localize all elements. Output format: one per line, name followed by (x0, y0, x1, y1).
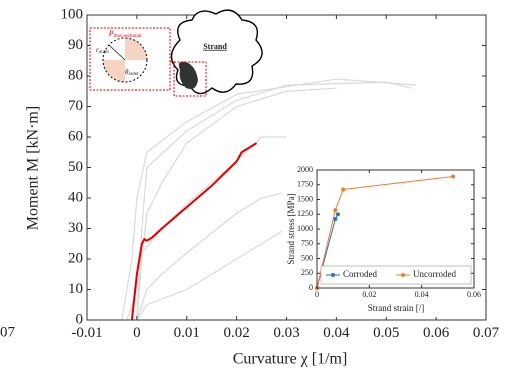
y-tick-label: 1500 (297, 194, 313, 203)
y-tick-label: 1750 (297, 180, 313, 189)
r-label: router (96, 46, 109, 56)
main-plot: -0.01 0 0.01 0.02 0.03 0.04 0.05 0.06 0.07010203… (61, 6, 500, 341)
y-tick-label: 60 (68, 128, 83, 144)
x-tick-label: 0.02 (224, 325, 250, 341)
y-tick-label: 30 (68, 220, 83, 236)
radius (108, 44, 126, 61)
series-line (136, 81, 412, 321)
x-tick-label: 0 (315, 290, 319, 299)
inset-plot: 0 0.02 0.04 0.06 0 250 500 750 1000 1250 1500 1750 2… (297, 165, 481, 299)
edge-label: 07 (0, 324, 16, 340)
y-tick-label: 0 (76, 311, 84, 327)
series-line (121, 78, 417, 321)
y-tick-label: 250 (301, 268, 313, 277)
series-line (136, 227, 287, 321)
x-tick-label: 0.06 (467, 290, 481, 299)
x-tick-label: 0 (133, 325, 141, 341)
y-tick-label: 50 (68, 159, 83, 175)
y-tick-label: 10 (68, 281, 83, 297)
point (341, 187, 346, 192)
section-circle (102, 37, 148, 83)
p-sub: max,sectional (114, 34, 142, 39)
sector (125, 38, 147, 60)
y-tick-label: 1000 (297, 224, 313, 233)
theta-sub: outer (128, 72, 139, 77)
x-tick-label: -0.01 (71, 325, 102, 341)
y-tick-label: 0 (309, 283, 313, 292)
point (451, 174, 456, 179)
sector (103, 60, 125, 82)
inset-x-label: Strand strain [/] (368, 303, 425, 313)
series-line (316, 175, 454, 289)
y-tick-label: 500 (301, 253, 313, 262)
y-tick-label: 20 (68, 250, 83, 266)
point (333, 216, 338, 221)
y-tick-label: 2000 (297, 165, 313, 174)
inset-y-label: Strand stress [MPa] (286, 194, 296, 265)
series-line (130, 142, 258, 321)
y-tick-label: 80 (68, 67, 83, 83)
x-tick-label: 0.05 (373, 325, 399, 341)
zoom-box (173, 61, 207, 97)
y-tick-label: 100 (61, 6, 84, 22)
x-tick-label: 0.07 (473, 325, 500, 341)
schematic: Pmax,sectional router θouter Strand (89, 9, 263, 97)
strand-label: Strand (203, 42, 227, 51)
point (333, 208, 338, 213)
legend-label: Corroded (343, 269, 377, 279)
legend-marker (401, 273, 405, 277)
y-tick-label: 40 (68, 189, 83, 205)
x-tick-label: 0.03 (273, 325, 299, 341)
legend-marker (331, 273, 335, 277)
x-tick-label: 0.04 (415, 290, 429, 299)
x-tick-label: 0.02 (362, 290, 376, 299)
y-tick-label: 1250 (297, 209, 313, 218)
y-tick-label: 750 (301, 239, 313, 248)
x-tick-label: 0.04 (323, 325, 350, 341)
x-tick-label: 0.06 (423, 325, 450, 341)
r: r (96, 46, 99, 54)
theta: θ (125, 68, 129, 76)
series-line (126, 136, 287, 321)
legend-label: Uncorroded (413, 269, 456, 279)
inset-background (282, 160, 482, 317)
hatched-region (178, 61, 198, 89)
y-tick-label: 70 (68, 98, 83, 114)
y-tick-label: 90 (68, 37, 83, 53)
r-sub: outer (99, 50, 110, 55)
y-axis-label: Moment M [kN·m] (25, 106, 42, 230)
theta-label: θouter (125, 68, 139, 78)
point (335, 212, 340, 217)
series-line (136, 191, 287, 321)
p-label: Pmax,sectional (108, 29, 142, 39)
x-tick-label: 0.01 (174, 325, 200, 341)
p: P (108, 29, 114, 38)
x-axis-label: Curvature χ [1/m] (233, 351, 348, 368)
